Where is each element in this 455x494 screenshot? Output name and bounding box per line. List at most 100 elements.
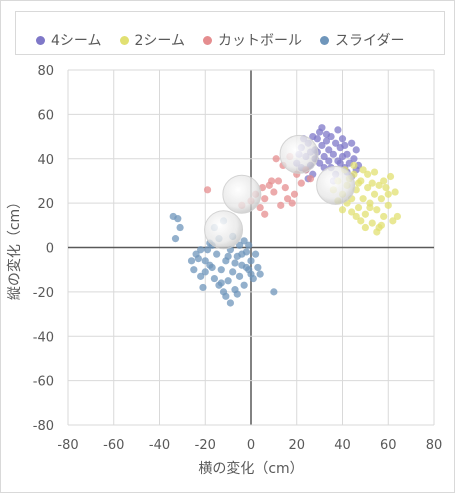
data-point-2 [359, 195, 367, 203]
y-tick-label: -20 [33, 286, 54, 301]
data-point-4 [229, 268, 237, 276]
data-point-2 [373, 228, 381, 236]
legend-marker [36, 35, 45, 45]
legend: 4シーム 2シーム カットボール スライダー [36, 30, 404, 50]
data-point-2 [368, 179, 376, 187]
data-point-2 [361, 210, 369, 218]
data-point-1 [313, 135, 321, 143]
data-point-4 [222, 292, 230, 300]
data-point-2 [382, 183, 390, 192]
data-point-2 [354, 179, 363, 187]
y-axis-title: 縦の変化（cm） [6, 195, 23, 300]
legend-item: スライダー [320, 30, 404, 50]
x-tick-label: 0 [247, 438, 255, 453]
data-point-4 [210, 274, 218, 283]
data-point-3 [274, 177, 283, 185]
data-point-2 [373, 206, 381, 214]
legend-label: カットボール [218, 33, 302, 49]
data-point-2 [366, 203, 374, 212]
data-point-2 [338, 206, 347, 214]
y-tick-label: 40 [37, 153, 54, 168]
data-point-4 [203, 246, 212, 254]
data-point-4 [213, 250, 221, 258]
data-point-2 [370, 190, 379, 198]
data-point-1 [318, 141, 326, 150]
data-point-3 [267, 177, 276, 185]
legend-label: 4シーム [51, 33, 102, 49]
legend-label: 2シーム [134, 33, 186, 49]
legend-item: 2シーム [119, 30, 186, 50]
data-point-4 [238, 250, 246, 258]
data-point-2 [389, 217, 397, 225]
y-tick-label: 80 [37, 64, 54, 79]
legend-marker [320, 35, 329, 45]
y-tick-label: 0 [46, 242, 54, 257]
data-point-1 [352, 146, 360, 154]
y-tick-label: -60 [33, 375, 54, 390]
data-point-4 [194, 254, 202, 263]
data-point-2 [350, 161, 358, 170]
data-point-4 [245, 241, 253, 249]
data-point-1 [316, 159, 324, 167]
data-point-2 [393, 212, 401, 221]
data-point-1 [322, 130, 331, 138]
data-point-1 [350, 155, 358, 163]
data-point-1 [325, 146, 333, 154]
data-point-2 [384, 190, 392, 198]
data-point-4 [256, 270, 264, 278]
data-point-3 [256, 203, 264, 212]
x-tick-label: 40 [334, 438, 351, 453]
legend-marker [203, 35, 212, 45]
data-point-4 [199, 283, 207, 292]
data-point-4 [197, 246, 205, 254]
data-point-2 [348, 208, 356, 216]
data-point-4 [197, 272, 205, 280]
data-point-4 [254, 263, 262, 272]
legend-marker [119, 35, 129, 45]
data-point-4 [187, 257, 196, 265]
data-point-2 [361, 223, 369, 232]
data-point-1 [334, 126, 342, 134]
mean-marker-4 [204, 210, 244, 250]
data-point-3 [277, 201, 285, 209]
data-point-3 [281, 183, 289, 192]
data-point-1 [338, 135, 347, 143]
x-tick-label: -20 [195, 438, 216, 453]
data-point-1 [329, 150, 337, 158]
data-point-4 [174, 215, 182, 223]
data-point-4 [176, 223, 184, 232]
data-point-2 [352, 212, 360, 221]
legend-item: 4シーム [36, 30, 102, 50]
data-point-4 [226, 299, 235, 307]
data-point-4 [235, 241, 244, 249]
x-tick-label: 20 [288, 438, 305, 453]
data-point-2 [386, 172, 395, 181]
data-point-4 [247, 257, 255, 265]
y-tick-label: 60 [37, 108, 54, 123]
mean-marker-3 [222, 174, 262, 214]
data-point-4 [171, 235, 180, 243]
data-point-4 [235, 272, 244, 280]
mean-marker-1 [279, 134, 319, 174]
data-point-4 [224, 252, 232, 260]
data-point-4 [240, 237, 248, 245]
data-point-2 [384, 201, 392, 209]
data-point-3 [270, 188, 278, 196]
data-point-2 [357, 217, 365, 225]
y-tick-label: -80 [33, 419, 54, 434]
data-point-1 [318, 124, 326, 132]
data-point-4 [233, 290, 241, 298]
x-tick-label: 60 [380, 438, 397, 453]
data-point-3 [261, 195, 269, 203]
data-point-3 [272, 155, 280, 163]
data-point-4 [224, 277, 232, 285]
data-point-3 [203, 186, 212, 194]
data-point-2 [391, 188, 399, 196]
data-point-3 [306, 175, 315, 183]
data-point-2 [359, 166, 367, 174]
data-point-2 [380, 177, 388, 185]
data-point-2 [375, 181, 383, 189]
data-point-3 [284, 195, 292, 203]
